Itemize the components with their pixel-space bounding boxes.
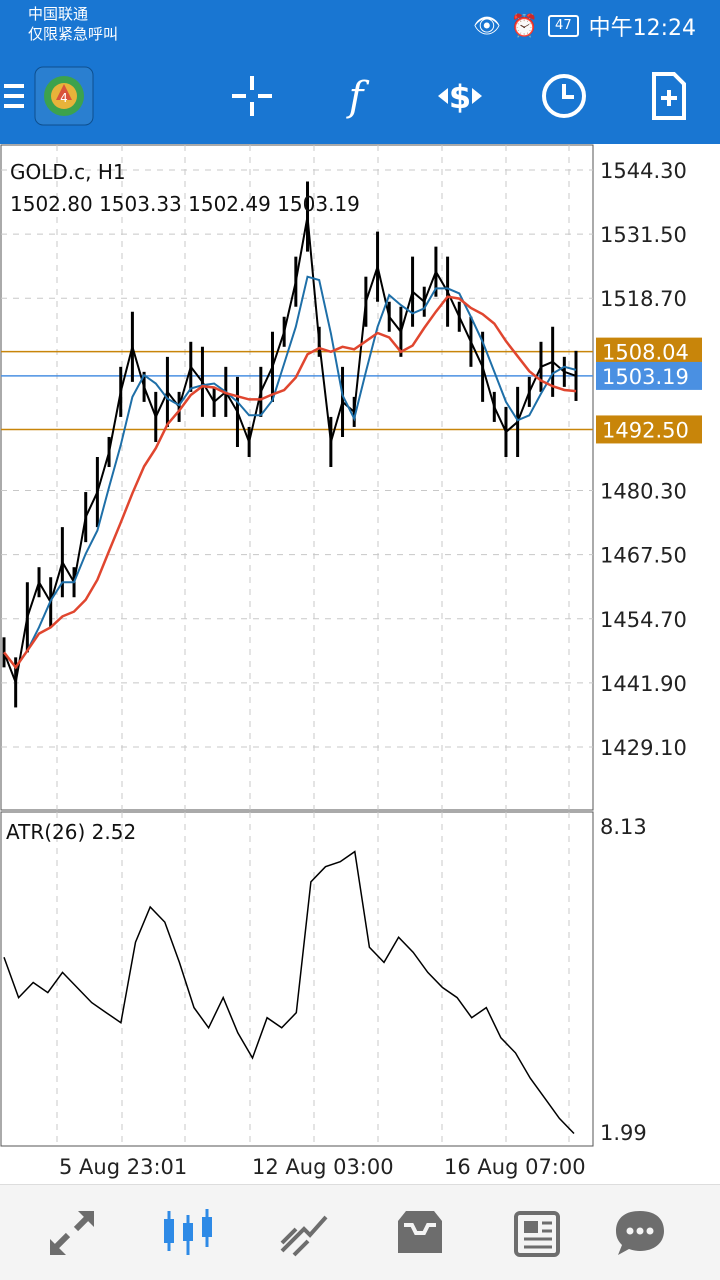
svg-text:f: f (346, 74, 370, 120)
timeframe-clock-icon[interactable] (534, 66, 594, 126)
atr-min-label: 1.99 (600, 1121, 647, 1145)
chart-icon[interactable] (158, 1203, 218, 1263)
level-label: 1508.04 (602, 341, 689, 365)
carrier-name: 中国联通 (28, 5, 89, 23)
level-label: 1503.19 (602, 365, 689, 389)
time-axis-label: 16 Aug 07:00 (444, 1155, 586, 1179)
price-tick-label: 1518.70 (600, 287, 687, 311)
level-label-box (596, 415, 702, 444)
quotes-icon[interactable] (42, 1203, 102, 1263)
time-axis-label: 12 Aug 03:00 (252, 1155, 394, 1179)
level-label-box (596, 361, 702, 390)
svg-text:4: 4 (60, 91, 68, 105)
eye-icon: 👁 (472, 13, 501, 39)
price-tick-label: 1454.70 (600, 608, 687, 632)
svg-text:$: $ (449, 78, 471, 116)
atr-max-label: 8.13 (600, 815, 647, 839)
price-tick-label: 1480.30 (600, 480, 687, 504)
ohlc-values: 1502.80 1503.33 1502.49 1503.19 (10, 192, 360, 216)
carrier-status: 仅限紧急呼叫 (28, 25, 119, 43)
price-chart[interactable]: 1544.30 1531.50 1518.70 1480.30 1467.50 1454.… (0, 144, 720, 1184)
chat-icon[interactable] (610, 1203, 670, 1263)
price-series-line (3, 216, 577, 687)
top-toolbar: 4 f $ (0, 48, 720, 144)
atr-panel-frame (0, 811, 594, 1147)
level-label-box (596, 337, 702, 366)
slow-moving-average (3, 295, 577, 670)
clock-time: 中午12:24 (588, 16, 696, 41)
new-order-icon[interactable] (638, 66, 698, 126)
news-icon[interactable] (506, 1203, 566, 1263)
metatrader-logo[interactable]: 4 (34, 66, 94, 126)
indicators-f-icon[interactable]: f (326, 66, 386, 126)
alarm-icon: ⏰ (510, 13, 539, 39)
price-tick-label: 1531.50 (600, 223, 687, 247)
chart-canvas[interactable]: 1544.30 1531.50 1518.70 1480.30 1467.50 1454.… (0, 144, 720, 1184)
status-bar: 中国联通 仅限紧急呼叫 👁 ⏰ 47 中午12:24 (0, 0, 720, 48)
trade-dollar-icon[interactable]: $ (430, 66, 490, 126)
menu-icon[interactable] (0, 66, 28, 126)
bottom-navigation (0, 1184, 720, 1280)
trade-icon[interactable] (274, 1203, 334, 1263)
carrier-info: 中国联通 仅限紧急呼叫 (28, 4, 118, 44)
price-tick-label: 1467.50 (600, 544, 687, 568)
price-tick-label: 1441.90 (600, 672, 687, 696)
atr-indicator-label: ATR(26) 2.52 (6, 820, 137, 844)
level-label: 1492.50 (602, 418, 689, 442)
battery-indicator: 47 (548, 15, 579, 37)
history-icon[interactable] (390, 1203, 450, 1263)
atr-line (3, 850, 575, 1135)
main-panel-frame (0, 144, 594, 811)
status-right: 👁 ⏰ 47 中午12:24 (473, 10, 696, 42)
time-axis-label: 5 Aug 23:01 (59, 1155, 187, 1179)
price-tick-label: 1544.30 (600, 159, 687, 183)
symbol-label: GOLD.c, H1 (10, 160, 126, 184)
fast-moving-average (3, 275, 577, 670)
crosshair-icon[interactable] (222, 66, 282, 126)
price-tick-label: 1429.10 (600, 736, 687, 760)
